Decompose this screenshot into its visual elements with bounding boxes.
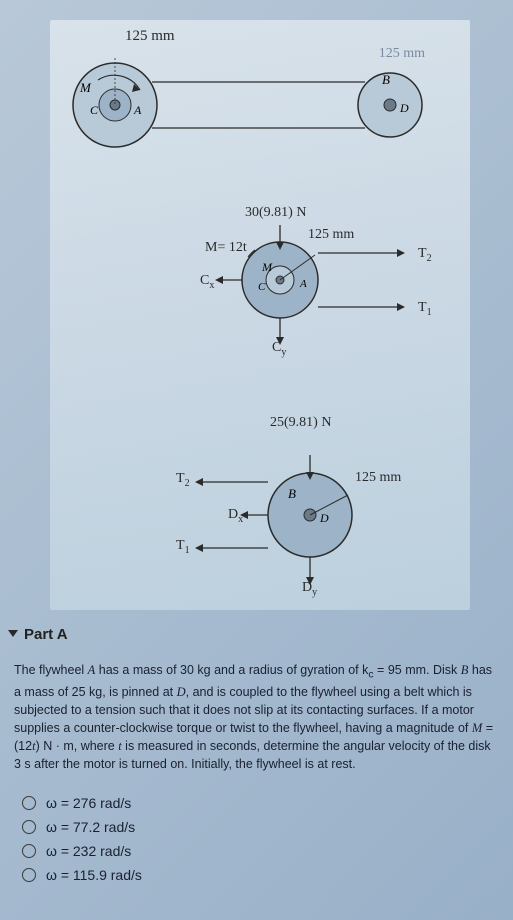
answer-option-2[interactable]: ω = 232 rad/s	[22, 843, 508, 859]
radio-icon[interactable]	[22, 820, 36, 834]
fbd-a-T2: T2	[418, 246, 432, 264]
label-A: A	[133, 103, 142, 117]
label-M: M	[79, 80, 92, 95]
fbd-b: B D	[150, 420, 450, 600]
collapse-caret-icon[interactable]	[8, 630, 18, 637]
fbd-b-T2: T2	[176, 471, 190, 489]
part-a-section: Part A The flywheel A has a mass of 30 k…	[8, 626, 508, 891]
answer-options: ω = 276 rad/s ω = 77.2 rad/s ω = 232 rad/s…	[8, 795, 508, 883]
radio-icon[interactable]	[22, 844, 36, 858]
fbd-b-Dy: Dy	[302, 580, 317, 598]
dim-top-label: 125 mm	[125, 28, 175, 45]
fbd-b-T1: T1	[176, 538, 190, 556]
option-label: ω = 115.9 rad/s	[46, 867, 142, 883]
fbd-a-radius: 125 mm	[308, 227, 354, 243]
label-C: C	[90, 103, 99, 117]
svg-text:C: C	[258, 281, 266, 293]
part-a-title-text: Part A	[24, 626, 68, 643]
svg-text:M: M	[261, 260, 273, 274]
answer-option-1[interactable]: ω = 77.2 rad/s	[22, 819, 508, 835]
fbd-a-moment: M= 12t	[205, 240, 247, 256]
fbd-b-Dx: Dx	[228, 507, 243, 525]
fbd-a-weight: 30(9.81) N	[245, 205, 306, 221]
svg-text:A: A	[299, 278, 307, 290]
answer-option-3[interactable]: ω = 115.9 rad/s	[22, 867, 508, 883]
radio-icon[interactable]	[22, 796, 36, 810]
svg-text:B: B	[288, 486, 296, 501]
answer-option-0[interactable]: ω = 276 rad/s	[22, 795, 508, 811]
fbd-b-radius: 125 mm	[355, 470, 401, 486]
part-a-header[interactable]: Part A	[8, 626, 508, 643]
option-label: ω = 77.2 rad/s	[46, 819, 135, 835]
problem-statement: The flywheel A has a mass of 30 kg and a…	[8, 661, 508, 787]
option-label: ω = 232 rad/s	[46, 843, 131, 859]
belt-system: M C A B D	[60, 50, 460, 170]
label-B: B	[382, 72, 390, 87]
figure-area: 125 mm 125 mm M C A B D M C A	[50, 20, 470, 610]
option-label: ω = 276 rad/s	[46, 795, 131, 811]
fbd-a-Cy: Cy	[272, 340, 286, 358]
radio-icon[interactable]	[22, 868, 36, 882]
label-D: D	[399, 101, 409, 115]
svg-text:D: D	[319, 511, 329, 525]
fbd-a-T1: T1	[418, 300, 432, 318]
fbd-a-Cx: Cx	[200, 273, 214, 291]
fbd-b-weight: 25(9.81) N	[270, 415, 331, 431]
